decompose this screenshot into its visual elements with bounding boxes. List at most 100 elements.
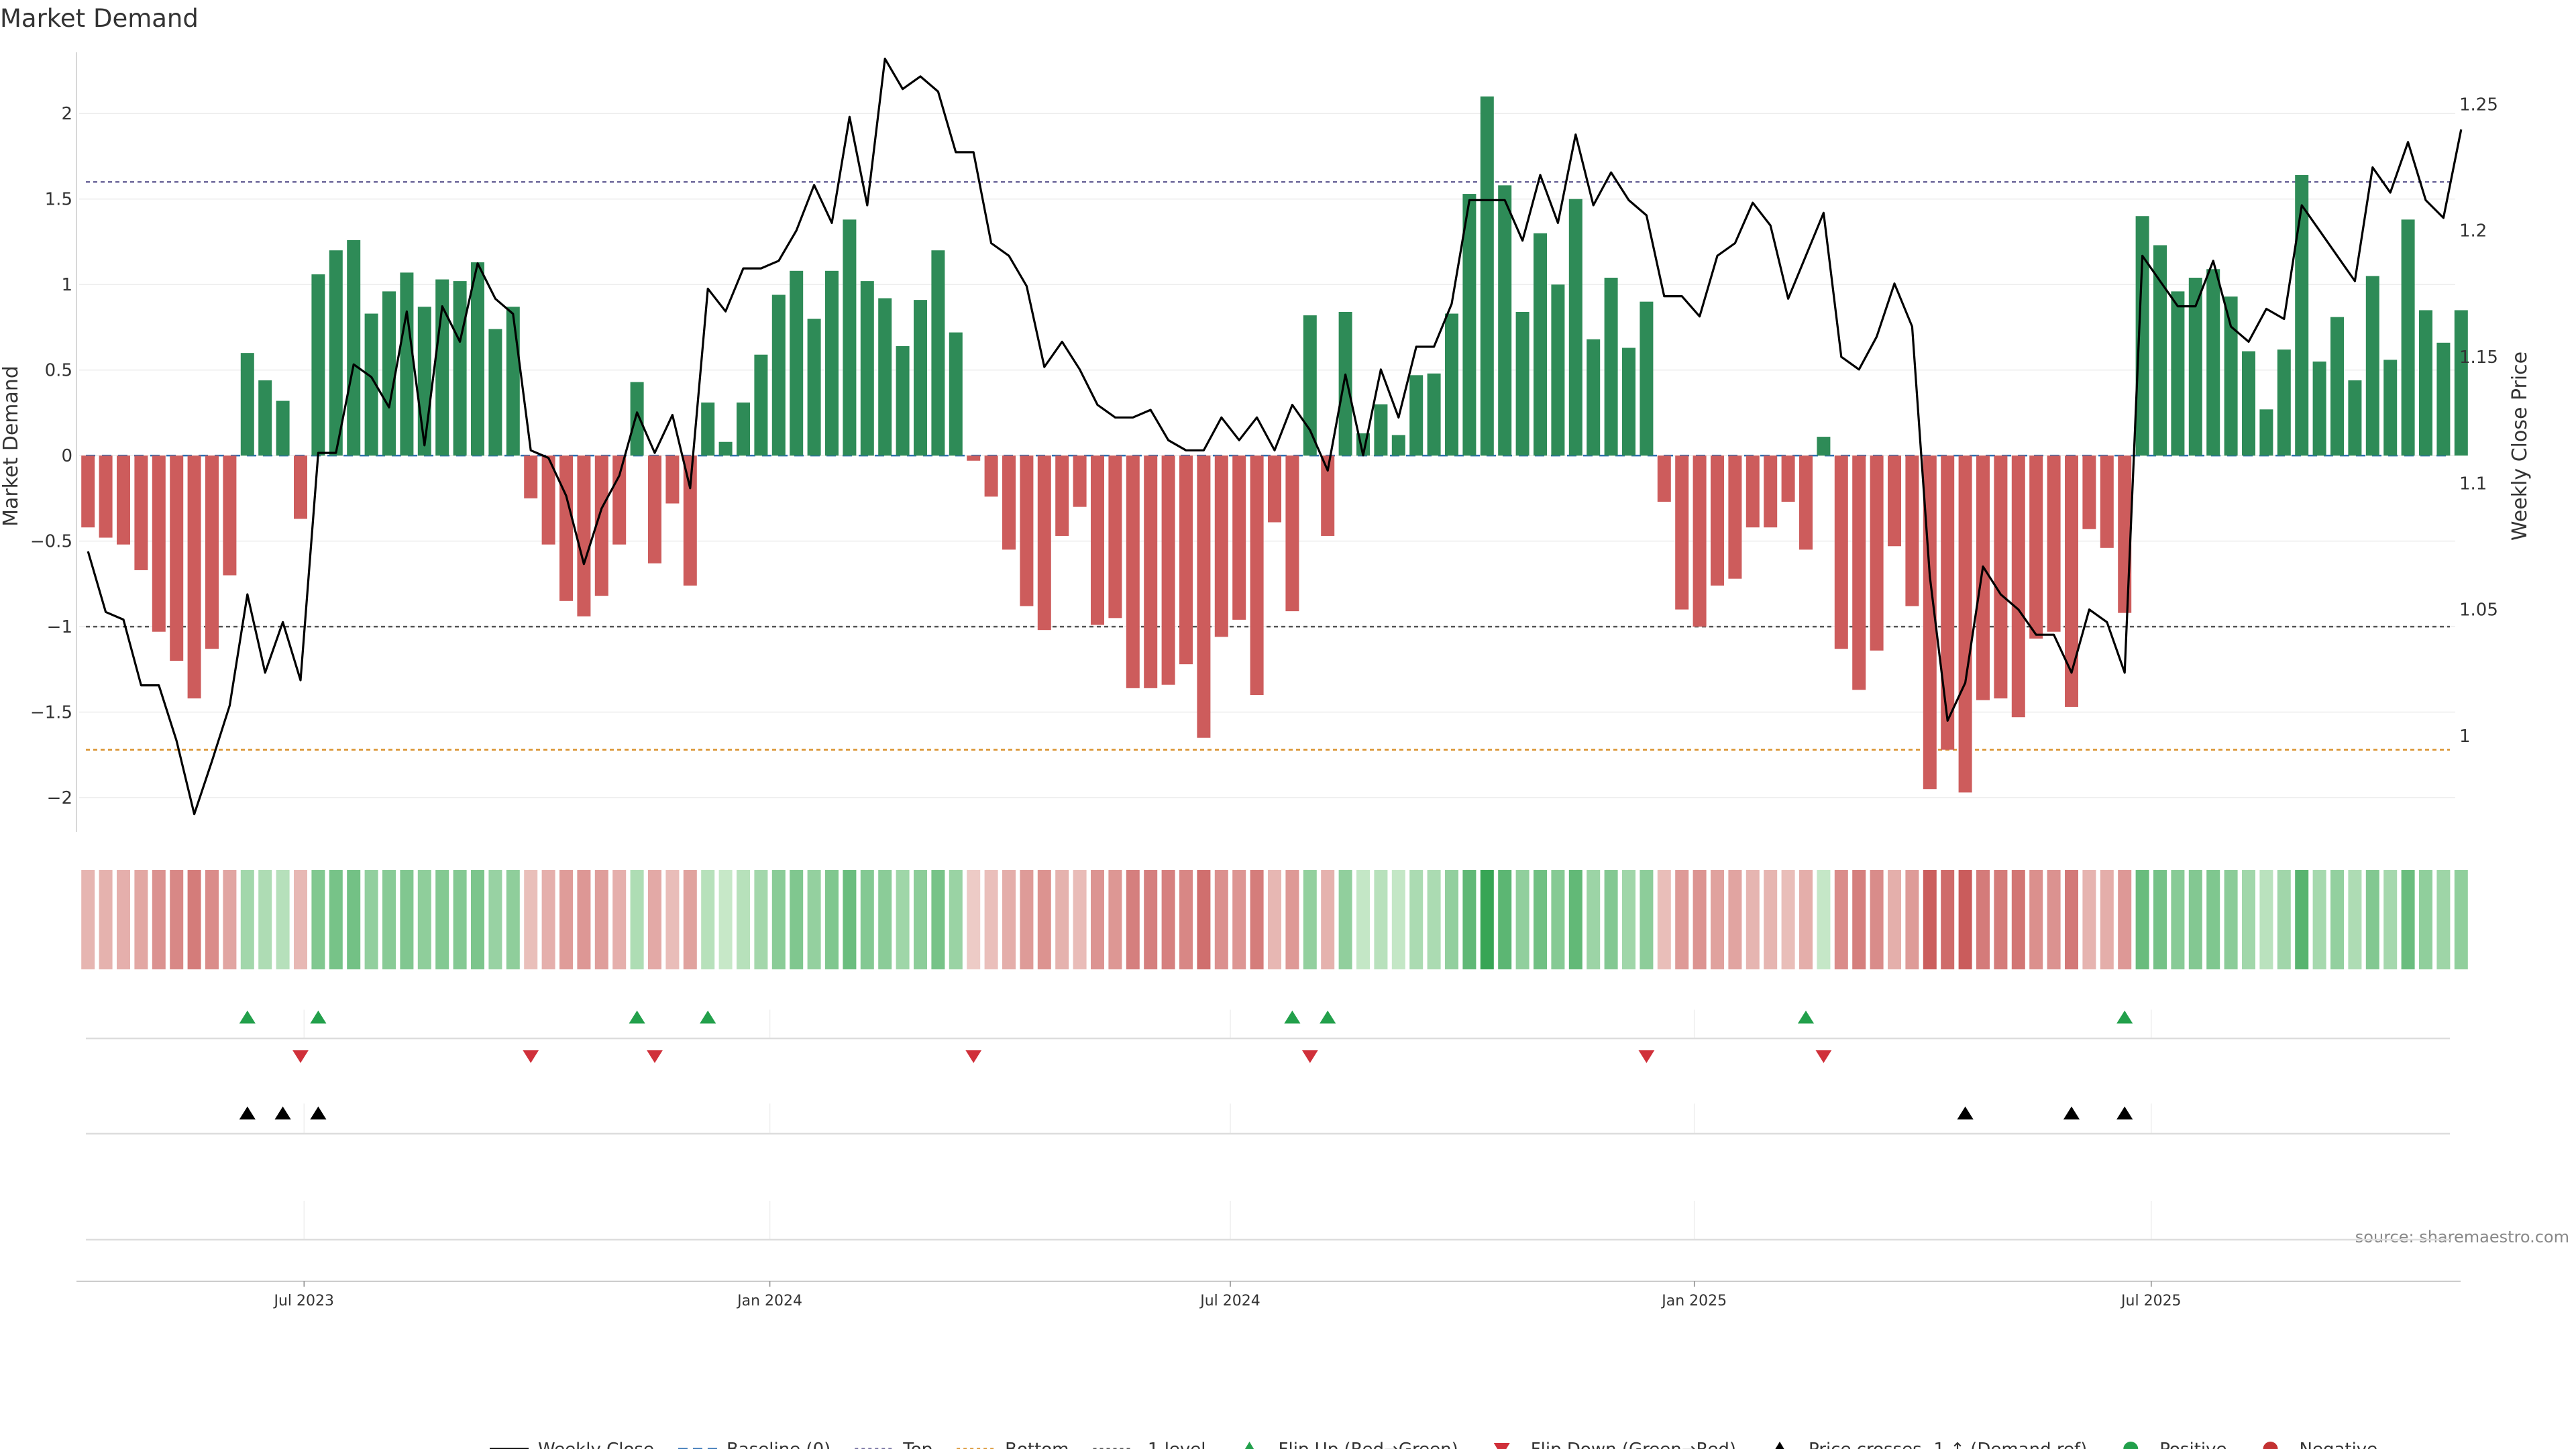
demand-bar <box>471 262 484 456</box>
heat-cell <box>329 870 343 969</box>
heat-cell <box>2065 870 2078 969</box>
flip-down-marker <box>523 1050 539 1063</box>
demand-bar <box>984 455 998 497</box>
heat-cell <box>1817 870 1831 969</box>
legend-swatch-circle <box>2263 1442 2278 1449</box>
flip-up-marker <box>1284 1010 1301 1024</box>
heat-cell <box>1232 870 1246 969</box>
demand-bar <box>382 291 396 456</box>
heat-cell <box>506 870 520 969</box>
heat-cell <box>1055 870 1069 969</box>
heat-cell <box>878 870 892 969</box>
y2-tick-label: 1.25 <box>2459 95 2498 115</box>
demand-bar <box>1568 199 1582 456</box>
demand-bar <box>2188 277 2202 456</box>
heat-cell <box>1852 870 1866 969</box>
source-note: source: sharemaestro.com <box>2355 1228 2569 1246</box>
demand-bar <box>2082 455 2096 529</box>
heat-cell <box>1126 870 1140 969</box>
heat-cell <box>2011 870 2025 969</box>
price-cross-marker <box>310 1106 327 1120</box>
heat-cell <box>1214 870 1228 969</box>
demand-bar <box>1214 455 1228 637</box>
heat-cell <box>1462 870 1477 969</box>
heat-cell <box>577 870 591 969</box>
heat-cell <box>2312 870 2326 969</box>
heat-cell <box>967 870 981 969</box>
heat-cell <box>2295 870 2309 969</box>
demand-bar <box>914 300 927 456</box>
heat-cell <box>1161 870 1175 969</box>
y-tick-label: 2 <box>61 104 72 124</box>
demand-bar <box>400 272 414 456</box>
flip-down-marker <box>1815 1050 1832 1063</box>
demand-bar <box>2330 317 2344 456</box>
demand-bar <box>1711 455 1724 586</box>
demand-bar <box>1391 435 1405 456</box>
y2-axis-label: Weekly Close Price <box>2508 352 2532 541</box>
heat-cell <box>1179 870 1193 969</box>
heat-cell <box>754 870 768 969</box>
heat-cell <box>1657 870 1671 969</box>
demand-bar <box>1108 455 1122 619</box>
heat-cell <box>1409 870 1424 969</box>
demand-bar <box>1728 455 1742 579</box>
heat-cell <box>1958 870 1972 969</box>
demand-bar <box>807 319 821 456</box>
x-axis: Jul 2023 Jan 2024 Jul 2024 Jan 2025 Jul 2025 <box>76 1281 2461 1309</box>
demand-bar <box>81 455 95 528</box>
heat-cell <box>2118 870 2132 969</box>
heat-cell <box>2419 870 2432 969</box>
demand-bar <box>1179 455 1193 665</box>
demand-bar <box>754 354 768 456</box>
heat-cell <box>382 870 396 969</box>
demand-bar <box>2454 310 2468 456</box>
heat-cell <box>2100 870 2114 969</box>
heat-cell <box>81 870 95 969</box>
heat-cell <box>1764 870 1778 969</box>
heat-cell <box>630 870 644 969</box>
demand-bar <box>2011 455 2025 718</box>
heat-cell <box>1799 870 1813 969</box>
heat-cell <box>435 870 449 969</box>
heat-cell <box>1587 870 1601 969</box>
heat-cell <box>541 870 555 969</box>
price-cross-marker <box>2063 1106 2080 1120</box>
demand-bar <box>2401 219 2415 456</box>
heat-cell <box>771 870 786 969</box>
demand-bar <box>1640 301 1654 456</box>
heat-cell <box>860 870 874 969</box>
heat-cell <box>1356 870 1370 969</box>
demand-bar <box>2153 245 2167 456</box>
legend-label: -1 level <box>1142 1440 1206 1449</box>
flip-down-marker <box>965 1050 982 1063</box>
heat-cell <box>134 870 148 969</box>
demand-bar <box>1427 373 1441 456</box>
heat-cell <box>2188 870 2202 969</box>
demand-bar <box>205 455 219 649</box>
heat-cell <box>2259 870 2273 969</box>
heat-cell <box>1604 870 1618 969</box>
demand-bar <box>2065 455 2078 707</box>
heat-cell <box>790 870 804 969</box>
y2-axis-ticks: 1.25 1.2 1.15 1.1 1.05 1 <box>2459 95 2498 747</box>
heat-cell <box>612 870 627 969</box>
flip-up-marker <box>629 1010 645 1024</box>
demand-bar <box>701 402 715 456</box>
demand-bar <box>134 455 148 570</box>
legend: Weekly Close Baseline (0) Top Bottom -1 leve… <box>490 1440 2377 1449</box>
flip-down-marker <box>1301 1050 1318 1063</box>
demand-bar <box>506 307 520 456</box>
demand-bar <box>2206 269 2220 456</box>
demand-bar <box>488 329 502 456</box>
demand-bar <box>718 441 733 456</box>
demand-bar <box>1551 284 1565 456</box>
heat-cell <box>2365 870 2379 969</box>
heat-cell <box>1197 870 1211 969</box>
demand-bar <box>1197 455 1211 738</box>
demand-bar <box>294 455 307 519</box>
price-cross-marker <box>2116 1106 2133 1120</box>
heat-cell <box>931 870 945 969</box>
heat-cell <box>1144 870 1158 969</box>
